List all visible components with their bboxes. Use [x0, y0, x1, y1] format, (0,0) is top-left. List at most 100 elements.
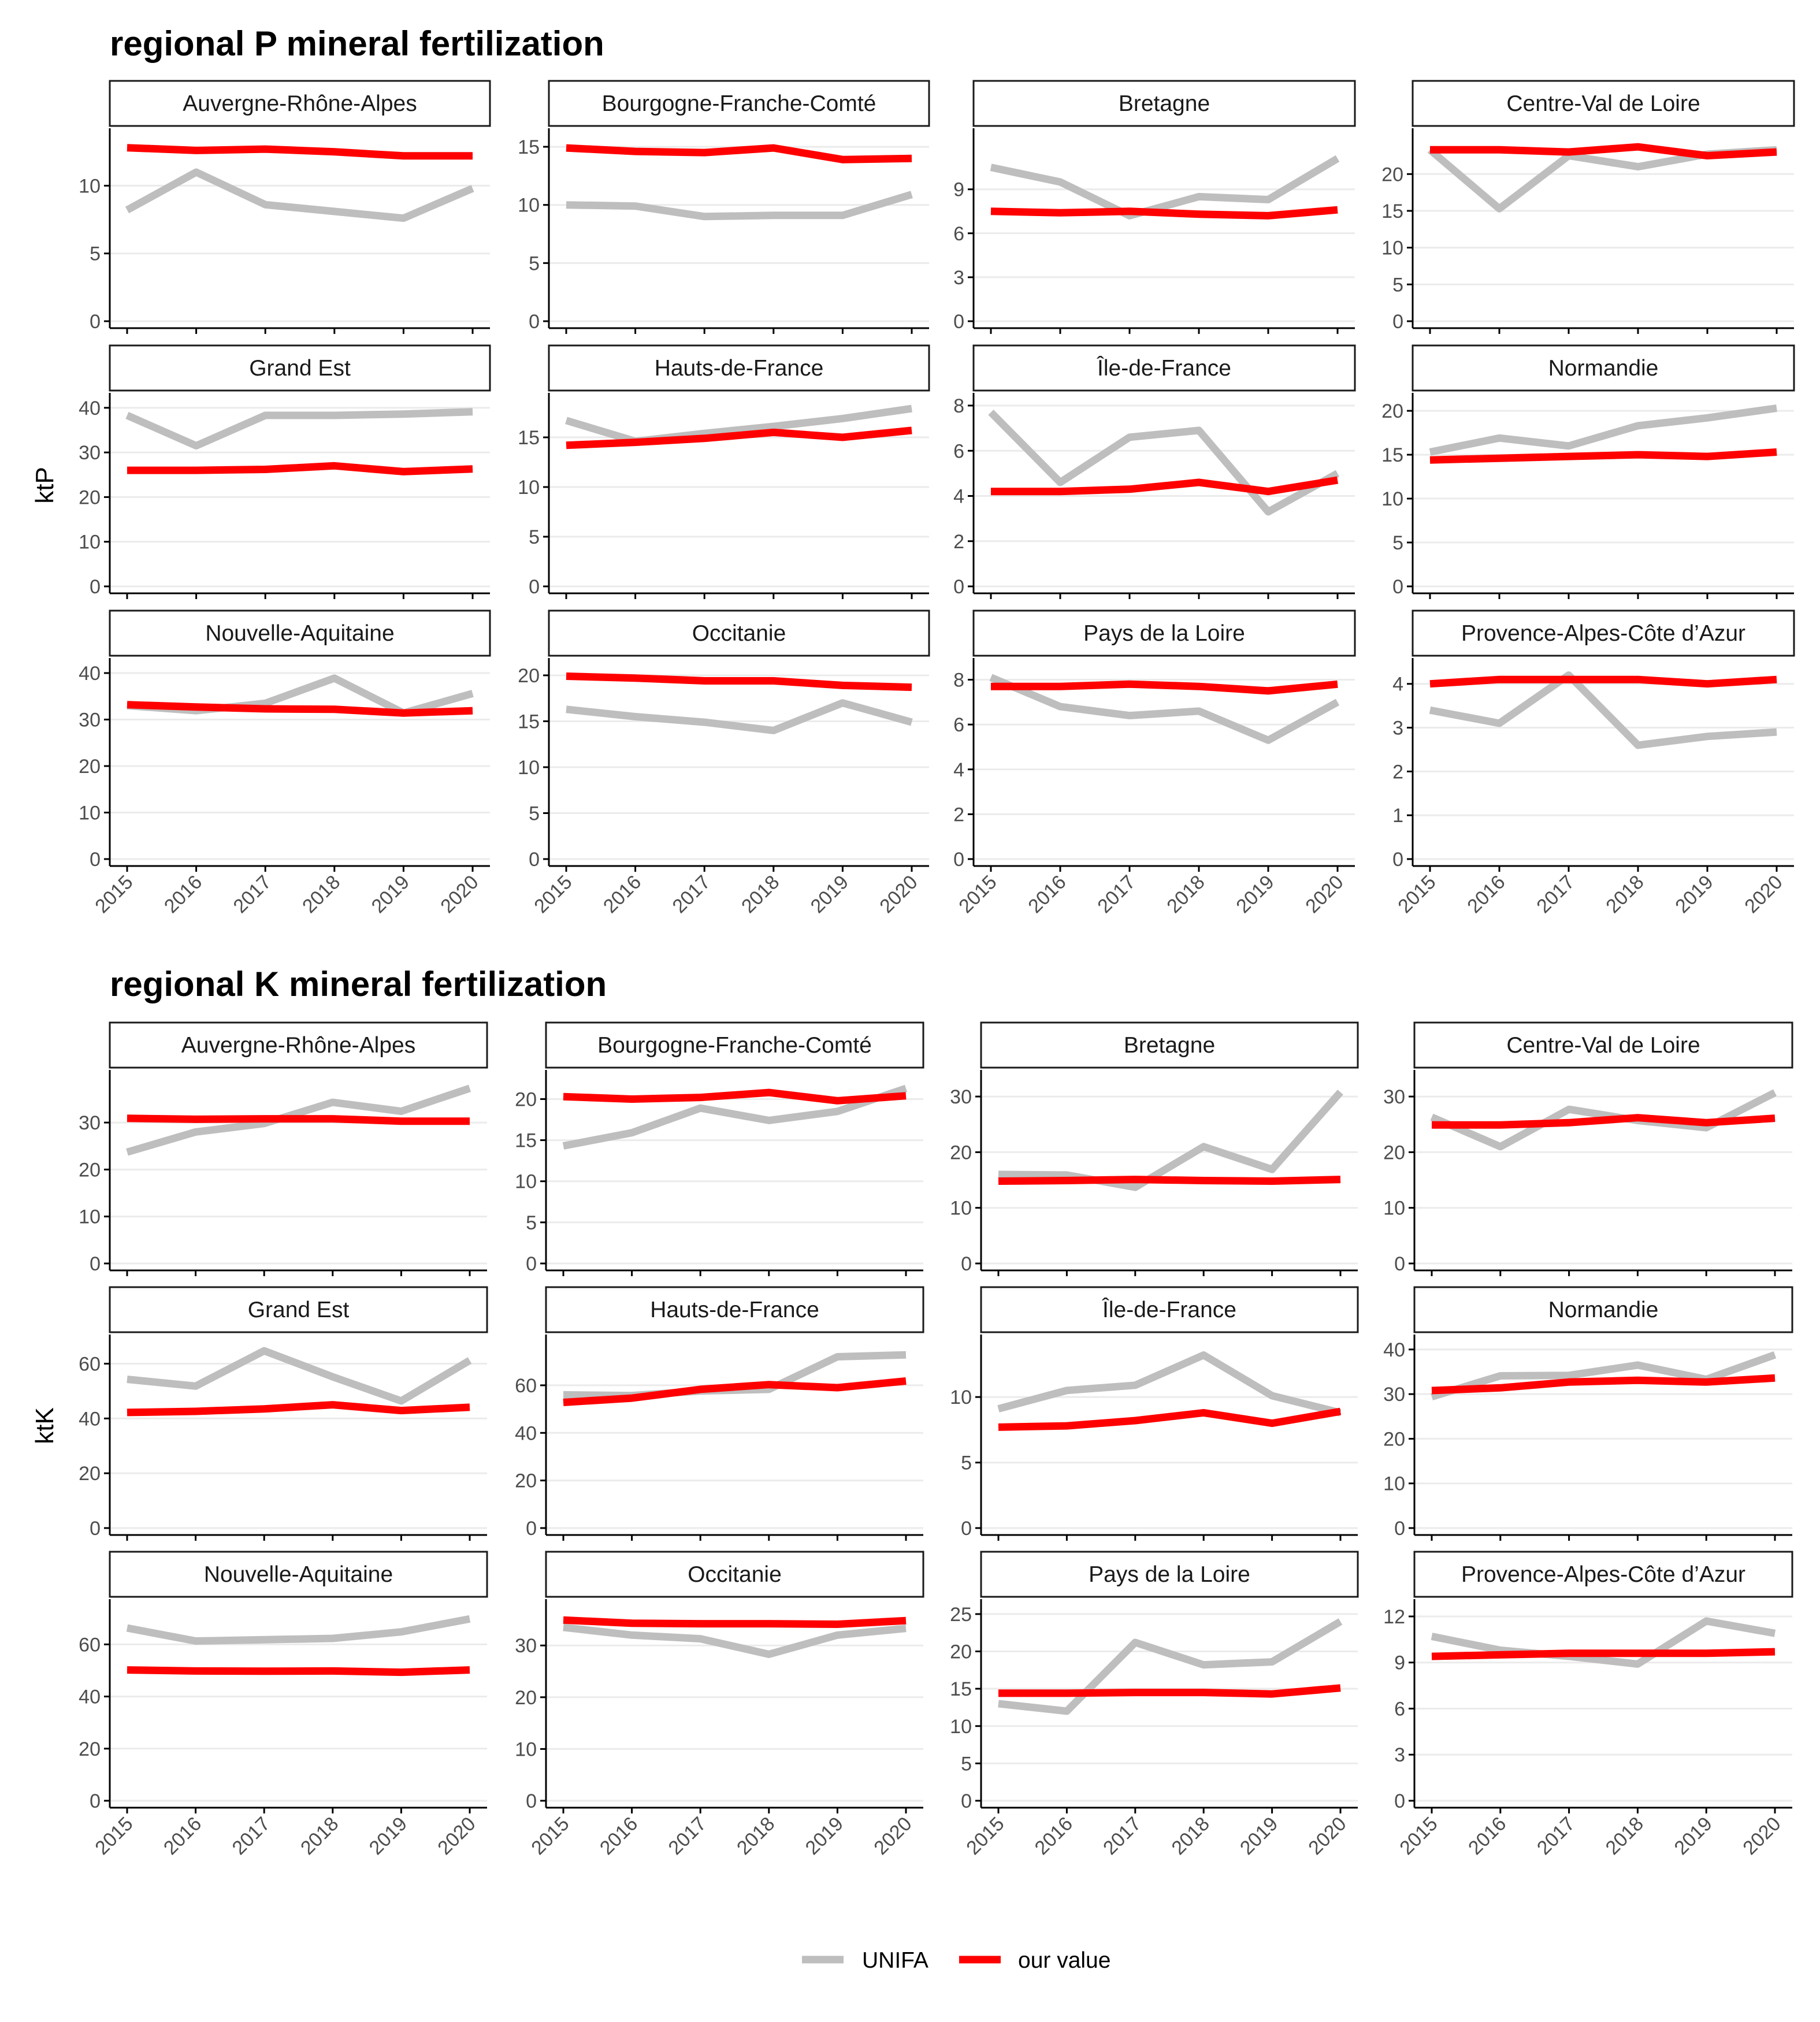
- y-tick-label: 9: [953, 179, 964, 201]
- series-line-ours: [566, 672, 912, 692]
- x-tick-label: 2015: [1395, 1813, 1442, 1859]
- y-tick-label: 20: [518, 665, 540, 687]
- x-tick-label: 2019: [367, 871, 414, 917]
- x-tick-label: 2019: [1236, 1813, 1282, 1859]
- y-tick-label: 40: [515, 1422, 537, 1444]
- facet-ile-de-france: Île-de-France 0 2 4 6 8: [953, 344, 1356, 599]
- y-tick-label: 15: [950, 1678, 972, 1700]
- strip-label: Auvergne-Rhône-Alpes: [183, 91, 417, 116]
- strip-hauts-de-france: [545, 1286, 924, 1333]
- x-tick-label: 2019: [1232, 871, 1278, 917]
- strip-bourgogne-franche-comte: [545, 1021, 924, 1069]
- series-line-ours: [1429, 448, 1777, 464]
- y-tick-label: 2: [953, 804, 964, 826]
- strip-label: Île-de-France: [1102, 1298, 1236, 1322]
- x-tick-label: 2020: [1739, 1813, 1785, 1859]
- y-tick-label: 20: [950, 1641, 972, 1663]
- facet-bourgogne-franche-comte: Bourgogne-Franche-Comté 0 5 10 15: [518, 80, 930, 334]
- series-line-unifa: [125, 408, 473, 450]
- y-tick-label: 20: [1383, 1142, 1405, 1164]
- x-tick-label: 2020: [870, 1813, 916, 1859]
- series-line-ours: [1431, 1374, 1776, 1395]
- y-tick-label: 10: [950, 1716, 972, 1738]
- y-tick-label: 0: [90, 576, 101, 598]
- y-tick-label: 40: [79, 1686, 101, 1708]
- strip-pays-de-la-loire: [972, 609, 1356, 657]
- y-tick-label: 20: [515, 1687, 537, 1709]
- series-line-unifa: [126, 1084, 471, 1156]
- x-tick-label: 2016: [599, 871, 645, 917]
- y-tick-label: 10: [950, 1198, 972, 1220]
- facet-grid-k: Auvergne-Rhône-Alpes0102030Bourgogne-Fra…: [79, 1021, 1793, 1859]
- facet-occitanie: Occitanie 0 10 20 30 2015 2016 2017 2018 2019 2020: [515, 1551, 924, 1859]
- y-tick-label: 20: [79, 1463, 101, 1485]
- y-tick-label: 20: [79, 486, 101, 508]
- series-line-unifa: [127, 1347, 472, 1405]
- strip-label: Provence-Alpes-Côte d’Azur: [1461, 621, 1745, 646]
- facet-centre-val-de-loire: Centre-Val de Loire 0 10 20 30: [1383, 1021, 1793, 1276]
- strip-pays-de-la-loire: [980, 1551, 1359, 1598]
- y-tick-label: 0: [1394, 1518, 1405, 1540]
- strip-label: Auvergne-Rhône-Alpes: [181, 1033, 415, 1058]
- strip-label: Hauts-de-France: [655, 356, 824, 381]
- series-line-ours: [563, 1088, 907, 1105]
- strip-label: Bourgogne-Franche-Comté: [597, 1033, 872, 1058]
- y-tick-label: 0: [526, 1253, 537, 1275]
- x-tick-label: 2016: [1463, 871, 1509, 917]
- x-tick-label: 2016: [1031, 1813, 1077, 1859]
- x-tick-label: 2019: [365, 1813, 411, 1859]
- x-tick-label: 2015: [91, 1813, 137, 1859]
- x-tick-label: 2016: [1464, 1813, 1510, 1859]
- series-line-ours: [998, 1407, 1342, 1431]
- facet-ile-de-france: Île-de-France 0 5 10: [950, 1286, 1359, 1541]
- y-tick-label: 20: [515, 1088, 537, 1110]
- y-tick-label: 0: [526, 1518, 537, 1540]
- series-line-ours: [991, 680, 1338, 695]
- strip-label: Pays de la Loire: [1089, 1562, 1250, 1587]
- y-tick-label: 0: [961, 1253, 972, 1275]
- legend: UNIFA our value: [802, 1948, 1110, 1973]
- y-axis-label-p: ktP: [31, 467, 59, 504]
- y-tick-label: 5: [1392, 532, 1403, 554]
- y-tick-label: 5: [90, 243, 101, 265]
- strip-ile-de-france: [972, 344, 1356, 392]
- y-tick-label: 0: [953, 849, 964, 871]
- y-tick-label: 12: [1383, 1606, 1405, 1628]
- strip-label: Provence-Alpes-Côte d’Azur: [1461, 1562, 1745, 1587]
- strip-normandie: [1413, 1286, 1793, 1333]
- series-line-ours: [990, 206, 1338, 220]
- x-tick-label: 2020: [1740, 871, 1786, 917]
- strip-label: Grand Est: [248, 1298, 350, 1322]
- x-tick-label: 2018: [1602, 1813, 1648, 1859]
- y-tick-label: 6: [953, 223, 964, 245]
- series-line-unifa: [566, 699, 913, 734]
- y-tick-label: 0: [526, 1790, 537, 1812]
- y-tick-label: 40: [1383, 1339, 1405, 1361]
- facet-hauts-de-france: Hauts-de-France 0 5 10 15: [518, 344, 930, 599]
- series-line-unifa: [997, 1351, 1342, 1417]
- y-tick-label: 15: [1381, 444, 1403, 466]
- facet-normandie: Normandie 0 5 10 15 20: [1381, 344, 1795, 599]
- strip-label: Occitanie: [692, 621, 786, 646]
- y-tick-label: 10: [518, 195, 540, 217]
- y-tick-label: 15: [518, 711, 540, 733]
- series-line-unifa: [998, 1090, 1343, 1191]
- series-line-ours: [566, 426, 912, 449]
- series-line-unifa: [125, 168, 474, 222]
- strip-label: Pays de la Loire: [1083, 621, 1245, 646]
- y-tick-label: 3: [1394, 1744, 1405, 1766]
- x-tick-label: 2018: [1162, 871, 1209, 917]
- y-tick-label: 5: [526, 1212, 537, 1234]
- series-line-ours: [566, 144, 912, 163]
- facet-occitanie: Occitanie 0 5 10 15 20 2015 2016 2017 2018 2019 202…: [518, 609, 930, 917]
- x-tick-label: 2017: [1099, 1813, 1145, 1859]
- y-tick-label: 6: [953, 714, 964, 736]
- series-line-ours: [127, 144, 473, 160]
- strip-label: Nouvelle-Aquitaine: [204, 1562, 393, 1587]
- strip-normandie: [1412, 344, 1795, 392]
- y-tick-label: 30: [950, 1086, 972, 1108]
- strip-bretagne: [980, 1021, 1359, 1069]
- y-tick-label: 40: [79, 1408, 101, 1430]
- y-axis-label-k: ktK: [31, 1407, 59, 1444]
- strip-centre-val-de-loire: [1412, 80, 1795, 127]
